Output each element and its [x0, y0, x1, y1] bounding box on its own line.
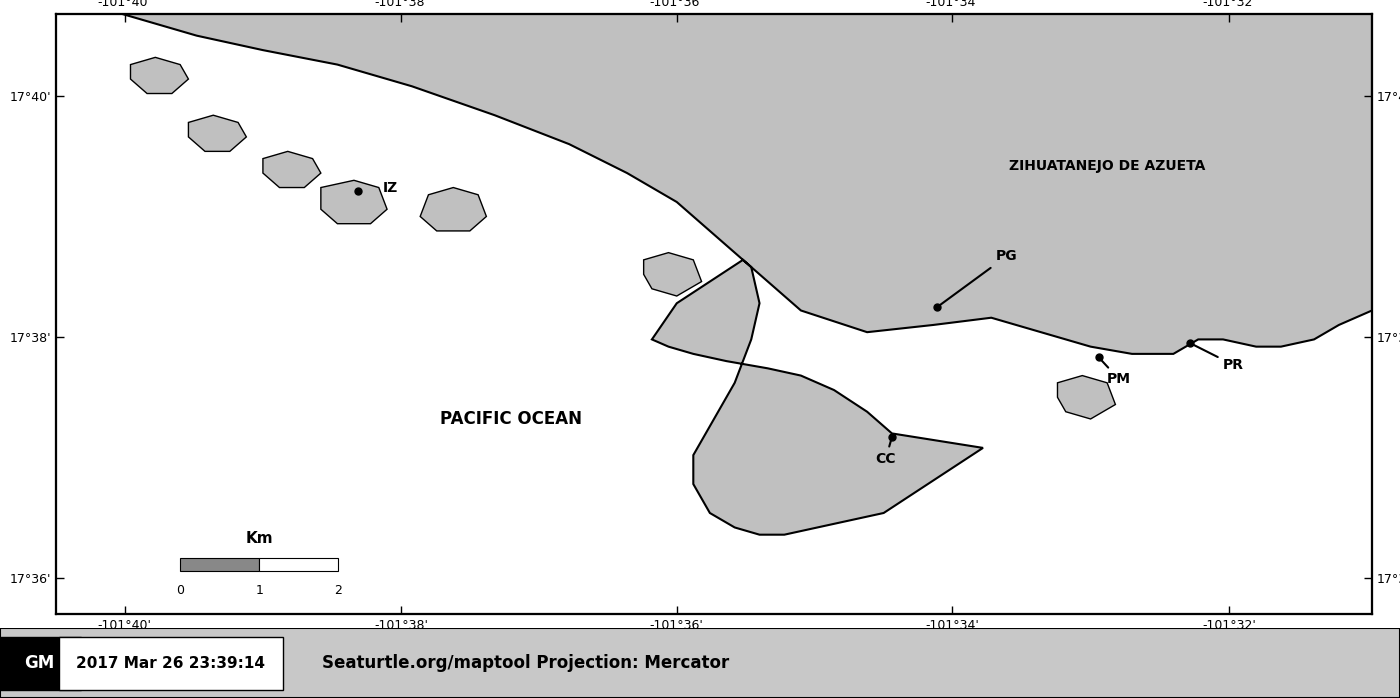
Polygon shape	[263, 151, 321, 188]
FancyBboxPatch shape	[59, 637, 283, 690]
Bar	[259, 558, 339, 571]
Bar	[181, 558, 259, 571]
FancyBboxPatch shape	[0, 637, 81, 690]
Text: 0: 0	[176, 584, 185, 597]
Text: 1: 1	[255, 584, 263, 597]
Polygon shape	[189, 115, 246, 151]
Text: ZIHUATANEJO DE AZUETA: ZIHUATANEJO DE AZUETA	[1009, 159, 1205, 173]
Polygon shape	[644, 253, 701, 296]
Text: CC: CC	[875, 440, 896, 466]
Text: IZ: IZ	[384, 181, 398, 195]
Polygon shape	[1057, 376, 1116, 419]
Text: PR: PR	[1193, 344, 1245, 372]
Polygon shape	[130, 57, 189, 94]
Text: PM: PM	[1100, 359, 1131, 387]
Text: 2017 Mar 26 23:39:14: 2017 Mar 26 23:39:14	[76, 655, 265, 671]
Polygon shape	[321, 180, 386, 223]
Text: 2: 2	[335, 584, 342, 597]
Text: PG: PG	[939, 249, 1016, 305]
Text: GM: GM	[24, 654, 55, 672]
Text: PACIFIC OCEAN: PACIFIC OCEAN	[440, 410, 582, 428]
Polygon shape	[420, 188, 486, 231]
Text: Km: Km	[245, 530, 273, 546]
Text: Seaturtle.org/maptool Projection: Mercator: Seaturtle.org/maptool Projection: Mercat…	[322, 654, 729, 672]
Polygon shape	[122, 14, 1372, 535]
